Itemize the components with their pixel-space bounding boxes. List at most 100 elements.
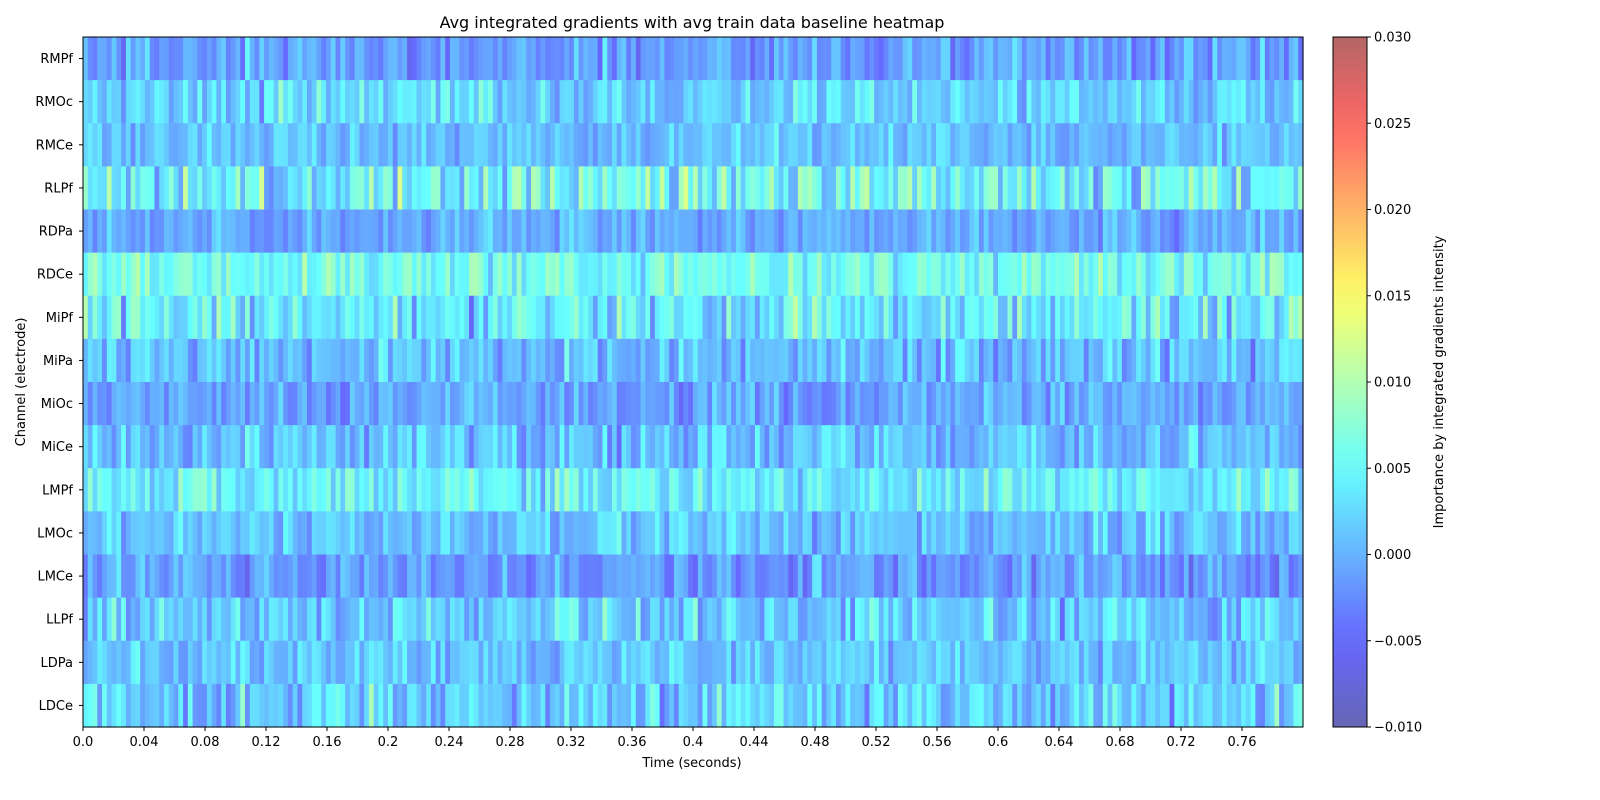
heatmap-cell — [283, 597, 289, 642]
heatmap-cell — [402, 295, 408, 340]
heatmap-cell — [130, 683, 137, 728]
heatmap-cell — [883, 640, 889, 685]
heatmap-cell — [1274, 511, 1280, 556]
heatmap-cell — [1198, 425, 1204, 469]
heatmap-cell — [611, 166, 618, 211]
heatmap-cell — [259, 468, 265, 512]
heatmap-cell — [1193, 554, 1199, 599]
heatmap-cell — [1260, 511, 1266, 556]
heatmap-cell — [92, 511, 98, 556]
heatmap-cell — [326, 511, 332, 556]
heatmap-cell — [316, 425, 322, 469]
heatmap-cell — [388, 80, 394, 124]
heatmap-cell — [1021, 468, 1028, 512]
heatmap-cell — [1064, 468, 1071, 512]
heatmap-cell — [144, 468, 151, 512]
heatmap-cell — [97, 252, 103, 297]
heatmap-cell — [673, 252, 680, 297]
heatmap-cell — [1264, 425, 1271, 469]
heatmap-cell — [416, 338, 422, 383]
heatmap-cell — [1136, 80, 1142, 124]
heatmap-cell — [245, 683, 251, 728]
heatmap-cell — [1069, 683, 1075, 728]
heatmap-cell — [202, 295, 208, 340]
heatmap-cell — [316, 468, 322, 512]
heatmap-cell — [292, 166, 299, 211]
heatmap-cell — [316, 80, 322, 124]
heatmap-cell — [802, 123, 808, 167]
heatmap-cell — [602, 382, 608, 426]
heatmap-cell — [802, 252, 808, 297]
heatmap-cell — [1164, 640, 1171, 685]
heatmap-cell — [426, 252, 432, 297]
heatmap-cell — [969, 425, 975, 469]
heatmap-cell — [1007, 640, 1013, 685]
heatmap-cell — [754, 640, 761, 685]
heatmap-cell — [1231, 683, 1237, 728]
heatmap-cell — [397, 295, 403, 340]
heatmap-cell — [206, 123, 213, 167]
heatmap-cell — [745, 683, 751, 728]
heatmap-cell — [373, 338, 380, 383]
heatmap-cell — [626, 382, 632, 426]
heatmap-cell — [411, 382, 418, 426]
heatmap-cell — [1264, 683, 1271, 728]
heatmap-cell — [388, 209, 394, 254]
heatmap-cell — [578, 511, 584, 556]
heatmap-cell — [116, 166, 122, 211]
heatmap-cell — [921, 166, 928, 211]
heatmap-cell — [869, 425, 875, 469]
heatmap-cell — [1241, 511, 1247, 556]
heatmap-cell — [764, 37, 770, 81]
heatmap-cell — [397, 80, 403, 124]
heatmap-cell — [1040, 166, 1047, 211]
heatmap-cell — [1126, 640, 1133, 685]
heatmap-cell — [302, 640, 308, 685]
heatmap-cell — [268, 252, 275, 297]
heatmap-cell — [149, 554, 156, 599]
heatmap-cell — [664, 382, 670, 426]
heatmap-cell — [1183, 468, 1190, 512]
heatmap-cell — [740, 683, 747, 728]
x-tick-label: 0.72 — [1167, 735, 1196, 750]
y-tick-label: MiOc — [41, 397, 73, 412]
heatmap-cell — [192, 382, 198, 426]
heatmap-cell — [1102, 683, 1109, 728]
heatmap-cell — [1279, 683, 1285, 728]
heatmap-cell — [650, 37, 656, 81]
heatmap-cell — [140, 338, 146, 383]
heatmap-cell — [1179, 338, 1185, 383]
heatmap-cell — [111, 80, 117, 124]
heatmap-cell — [907, 683, 913, 728]
heatmap-cell — [483, 382, 489, 426]
heatmap-cell — [1283, 166, 1290, 211]
heatmap-cell — [1026, 80, 1032, 124]
heatmap-cell — [368, 123, 375, 167]
heatmap-cell — [583, 382, 589, 426]
heatmap-cell — [1069, 597, 1075, 642]
heatmap-cell — [1179, 683, 1185, 728]
heatmap-cell — [106, 295, 113, 340]
heatmap-cell — [445, 123, 451, 167]
heatmap-cell — [354, 80, 361, 124]
heatmap-cell — [125, 640, 132, 685]
heatmap-cell — [783, 123, 789, 167]
heatmap-cell — [316, 37, 322, 81]
heatmap-cell — [750, 468, 756, 512]
heatmap-cell — [616, 511, 623, 556]
heatmap-cell — [807, 252, 813, 297]
heatmap-cell — [826, 554, 832, 599]
heatmap-cell — [1117, 209, 1123, 254]
heatmap-cell — [631, 468, 637, 512]
heatmap-cell — [554, 511, 561, 556]
heatmap-cell — [516, 640, 523, 685]
heatmap-cell — [264, 37, 270, 81]
heatmap-cell — [1012, 683, 1018, 728]
x-tick-label: 0.36 — [618, 735, 647, 750]
heatmap-cell — [535, 554, 542, 599]
heatmap-cell — [1231, 511, 1237, 556]
heatmap-cell — [1050, 683, 1056, 728]
heatmap-cell — [1174, 554, 1180, 599]
heatmap-cell — [173, 338, 179, 383]
heatmap-cell — [368, 209, 375, 254]
